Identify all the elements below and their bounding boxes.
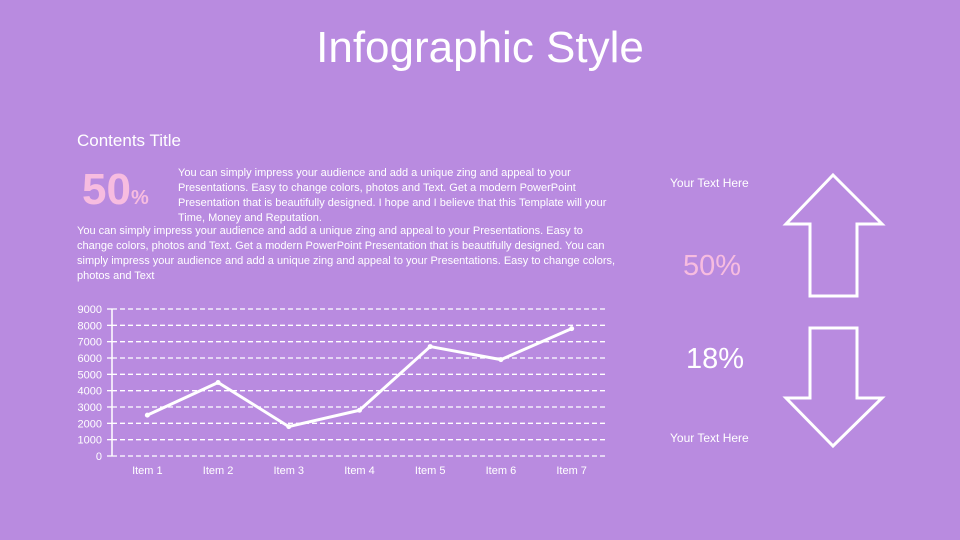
big-percent-symbol: % (130, 187, 149, 209)
y-tick-label: 0 (96, 451, 102, 463)
x-tick-label: Item 6 (486, 465, 517, 477)
data-point (569, 326, 575, 332)
y-tick-label: 5000 (78, 369, 102, 381)
up-arrow-icon (782, 172, 886, 298)
y-tick-label: 9000 (78, 304, 102, 316)
y-tick-label: 1000 (78, 435, 102, 447)
y-tick-label: 4000 (78, 386, 102, 398)
y-tick-label: 7000 (78, 337, 102, 349)
x-tick-label: Item 2 (203, 465, 234, 477)
data-point (357, 407, 362, 413)
slide-title: Infographic Style (316, 23, 644, 72)
x-tick-label: Item 4 (344, 465, 375, 477)
data-point (215, 380, 221, 385)
x-tick-label: Item 1 (132, 465, 163, 477)
y-tick-label: 3000 (78, 402, 102, 414)
data-point (427, 344, 433, 350)
down-arrow-icon (782, 326, 886, 449)
y-tick-label: 8000 (78, 320, 102, 332)
side-down-percent: 18% (686, 343, 745, 375)
side-bottom-label: Your Text Here (670, 431, 749, 445)
description-paragraph-1: You can simply impress your audience and… (178, 167, 607, 224)
description-paragraph-2: You can simply impress your audience and… (77, 225, 616, 282)
big-percent: 50% (82, 165, 149, 225)
x-tick-label: Item 3 (273, 465, 304, 477)
side-top-label: Your Text Here (670, 176, 749, 190)
data-point (286, 424, 292, 430)
big-percent-number: 50 (82, 165, 131, 214)
data-point (498, 357, 504, 363)
y-tick-label: 2000 (78, 418, 102, 430)
x-tick-label: Item 5 (415, 465, 446, 477)
y-tick-label: 6000 (78, 353, 102, 365)
x-tick-label: Item 7 (556, 465, 587, 477)
side-up-percent: 50% (683, 250, 742, 282)
data-point (144, 412, 150, 418)
contents-title: Contents Title (77, 131, 181, 150)
